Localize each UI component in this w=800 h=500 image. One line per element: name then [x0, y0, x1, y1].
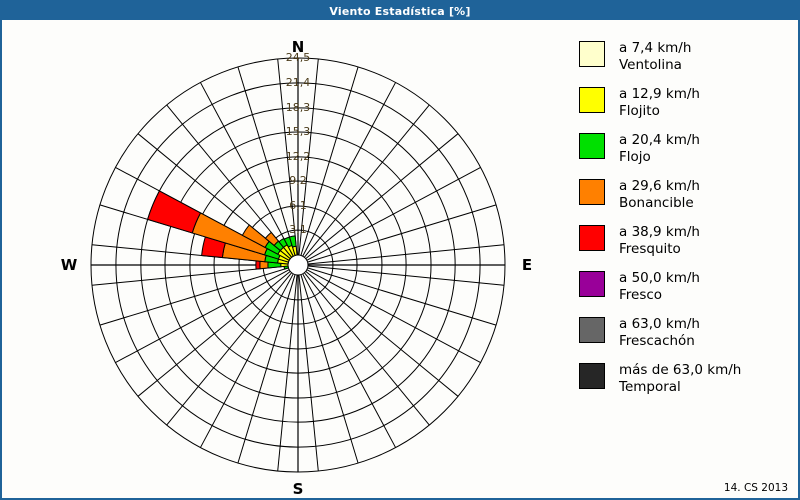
- legend-swatch: [579, 41, 605, 67]
- legend-label: a 38,9 km/h Fresquito: [619, 224, 700, 257]
- legend-swatch: [579, 363, 605, 389]
- wind-rose-plot: N S E W 3,1 6,1 9,2 12,2 15,3 18,3 21,4 24,5: [2, 20, 562, 498]
- legend-label-name: Fresquito: [619, 240, 681, 257]
- legend-item[interactable]: a 38,9 km/h Fresquito: [579, 224, 700, 257]
- legend-swatch: [579, 225, 605, 251]
- legend-swatch: [579, 317, 605, 343]
- legend-label-name: Bonancible: [619, 194, 694, 211]
- legend-label-speed: a 20,4 km/h: [619, 132, 700, 148]
- radial-tick-label: 24,5: [285, 51, 311, 64]
- legend-label-name: Flojito: [619, 102, 660, 119]
- wind-rose-segment: [288, 235, 297, 248]
- legend-swatch: [579, 179, 605, 205]
- legend-label-speed: a 50,0 km/h: [619, 270, 700, 286]
- legend-label: a 12,9 km/h Flojito: [619, 86, 700, 119]
- legend-label: a 29,6 km/h Bonancible: [619, 178, 700, 211]
- legend-swatch: [579, 87, 605, 113]
- radial-tick-label: 6,1: [289, 198, 307, 212]
- wind-rose-segment: [264, 231, 280, 247]
- legend-label-name: Flojo: [619, 148, 651, 165]
- legend-label: a 20,4 km/h Flojo: [619, 132, 700, 165]
- radial-tick-label: 21,4: [285, 75, 311, 89]
- legend-label-name: Ventolina: [619, 56, 682, 73]
- wind-rose-sectors: [146, 190, 298, 270]
- wind-rose-segment: [146, 190, 202, 234]
- window-title: Viento Estadística [%]: [329, 4, 471, 18]
- legend-swatch: [579, 133, 605, 159]
- legend-item[interactable]: a 12,9 km/h Flojito: [579, 86, 700, 119]
- radial-tick-label: 12,2: [285, 149, 311, 163]
- legend-label: a 7,4 km/h Ventolina: [619, 40, 691, 73]
- legend-label-name: Frescachón: [619, 332, 695, 349]
- radial-tick-label: 15,3: [285, 124, 311, 138]
- legend-item[interactable]: a 20,4 km/h Flojo: [579, 132, 700, 165]
- window-title-bar: Viento Estadística [%]: [2, 2, 798, 20]
- radial-tick-label: 9,2: [289, 174, 307, 188]
- legend-swatch: [579, 271, 605, 297]
- legend-label: a 50,0 km/h Fresco: [619, 270, 700, 303]
- radial-tick-label: 18,3: [285, 100, 311, 114]
- polar-grid: [90, 57, 506, 473]
- legend-label-speed: a 29,6 km/h: [619, 178, 700, 194]
- chart-canvas: N S E W 3,1 6,1 9,2 12,2 15,3 18,3 21,4 24,5 a …: [2, 20, 798, 498]
- legend-label-speed: a 38,9 km/h: [619, 224, 700, 240]
- legend-item[interactable]: más de 63,0 km/h Temporal: [579, 362, 741, 395]
- legend-label: más de 63,0 km/h Temporal: [619, 362, 741, 395]
- legend-label-name: Temporal: [619, 378, 681, 395]
- legend-label-name: Fresco: [619, 286, 663, 303]
- legend-item[interactable]: a 29,6 km/h Bonancible: [579, 178, 700, 211]
- legend-label-speed: a 12,9 km/h: [619, 86, 700, 102]
- direction-label-north: N: [291, 38, 305, 56]
- legend-label-speed: a 7,4 km/h: [619, 40, 692, 56]
- legend-item[interactable]: a 7,4 km/h Ventolina: [579, 40, 691, 73]
- radial-tick-label: 3,1: [289, 223, 307, 237]
- legend-item[interactable]: a 63,0 km/h Frescachón: [579, 316, 700, 349]
- footer-credit: 14. CS 2013: [723, 482, 788, 494]
- legend-label-speed: a 63,0 km/h: [619, 316, 700, 332]
- wind-rose-segment: [255, 260, 261, 270]
- direction-label-west: W: [60, 256, 78, 274]
- direction-label-south: S: [292, 480, 304, 498]
- wind-rose-svg: [90, 57, 506, 473]
- legend: a 7,4 km/h Ventolina a 12,9 km/h Flojito a 2…: [567, 20, 798, 498]
- legend-item[interactable]: a 50,0 km/h Fresco: [579, 270, 700, 303]
- legend-label: a 63,0 km/h Frescachón: [619, 316, 700, 349]
- legend-label-speed: más de 63,0 km/h: [619, 362, 742, 378]
- direction-label-east: E: [521, 256, 533, 274]
